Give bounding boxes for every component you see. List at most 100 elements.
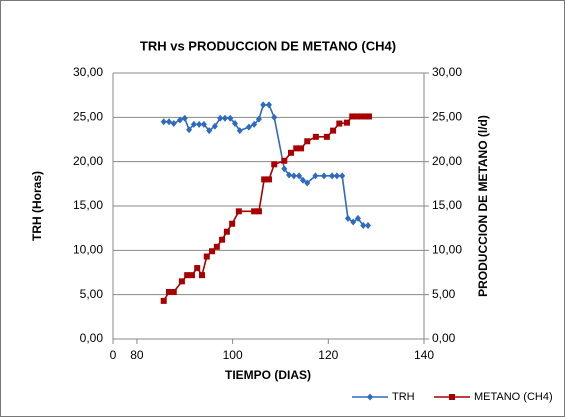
point bbox=[255, 115, 262, 123]
x-tick-label: 0 bbox=[110, 348, 117, 362]
point bbox=[362, 113, 369, 120]
point bbox=[304, 138, 311, 145]
y-tick-label: 5,00 bbox=[80, 287, 104, 301]
point bbox=[236, 127, 243, 135]
point bbox=[365, 113, 372, 120]
point bbox=[160, 118, 167, 126]
point bbox=[304, 179, 311, 187]
point bbox=[221, 114, 228, 122]
y2-tick-label: 30,00 bbox=[432, 65, 462, 79]
point bbox=[255, 208, 262, 215]
y-tick-label: 0,00 bbox=[80, 331, 104, 345]
point bbox=[160, 297, 167, 304]
point bbox=[281, 157, 288, 164]
x-tick-label: 100 bbox=[223, 348, 243, 362]
point bbox=[336, 120, 343, 127]
point bbox=[287, 149, 294, 156]
x-tick-label: 80 bbox=[130, 348, 144, 362]
point bbox=[245, 123, 252, 131]
point bbox=[299, 176, 306, 184]
point bbox=[170, 120, 177, 128]
point bbox=[232, 120, 239, 128]
y2-tick-label: 15,00 bbox=[432, 198, 462, 212]
point bbox=[198, 272, 205, 279]
point bbox=[181, 114, 188, 122]
y2-tick-label: 10,00 bbox=[432, 243, 462, 257]
point bbox=[206, 127, 213, 135]
point bbox=[219, 236, 226, 243]
point bbox=[213, 243, 220, 250]
x-axis-title: TIEMPO (DIAS) bbox=[225, 368, 311, 382]
point bbox=[229, 220, 236, 227]
point bbox=[194, 265, 201, 272]
legend-label: TRH bbox=[392, 391, 415, 403]
y-tick-label: 10,00 bbox=[73, 243, 103, 257]
x-tick-label: 140 bbox=[414, 348, 434, 362]
point bbox=[281, 165, 288, 173]
point bbox=[211, 122, 218, 130]
point bbox=[251, 208, 258, 215]
point bbox=[365, 222, 372, 230]
legend-marker bbox=[367, 393, 373, 401]
point bbox=[344, 214, 351, 222]
point bbox=[196, 120, 203, 128]
point bbox=[217, 114, 224, 122]
point bbox=[339, 172, 346, 180]
point bbox=[251, 120, 258, 128]
y2-tick-label: 20,00 bbox=[432, 154, 462, 168]
point bbox=[203, 253, 210, 260]
point bbox=[286, 171, 293, 179]
point bbox=[349, 113, 356, 120]
legend-marker bbox=[449, 394, 455, 400]
point bbox=[354, 113, 361, 120]
point bbox=[321, 172, 328, 180]
point bbox=[260, 101, 267, 109]
point bbox=[223, 228, 230, 235]
point bbox=[165, 118, 172, 126]
point bbox=[271, 113, 278, 121]
y-tick-label: 20,00 bbox=[73, 154, 103, 168]
point bbox=[290, 172, 297, 180]
point bbox=[188, 272, 195, 279]
point bbox=[333, 172, 340, 180]
point bbox=[271, 161, 278, 168]
point bbox=[227, 114, 234, 122]
point bbox=[358, 113, 365, 120]
point bbox=[293, 145, 300, 152]
point bbox=[360, 222, 367, 230]
y-tick-label: 30,00 bbox=[73, 65, 103, 79]
y2-tick-label: 25,00 bbox=[432, 110, 462, 124]
point bbox=[261, 176, 268, 183]
chart-title: TRH vs PRODUCCION DE METANO (CH4) bbox=[140, 38, 396, 53]
point bbox=[354, 214, 361, 222]
point bbox=[190, 120, 197, 128]
point bbox=[298, 145, 305, 152]
y-tick-label: 15,00 bbox=[73, 198, 103, 212]
y-tick-label: 25,00 bbox=[73, 110, 103, 124]
point bbox=[330, 127, 337, 134]
y-axis-title: TRH (Horas) bbox=[30, 171, 44, 241]
point bbox=[235, 208, 242, 215]
point bbox=[165, 289, 172, 296]
point bbox=[312, 133, 319, 140]
point bbox=[329, 172, 336, 180]
y2-tick-label: 0,00 bbox=[432, 331, 456, 345]
point bbox=[265, 176, 272, 183]
point bbox=[265, 101, 272, 109]
point bbox=[176, 116, 183, 124]
point bbox=[178, 278, 185, 285]
legend-label: METANO (CH4) bbox=[474, 391, 553, 403]
y2-axis-title: PRODUCCION DE METANO (l/d) bbox=[476, 115, 490, 297]
point bbox=[350, 218, 357, 226]
point bbox=[296, 172, 303, 180]
point bbox=[200, 120, 207, 128]
x-tick-label: 120 bbox=[318, 348, 338, 362]
point bbox=[323, 133, 330, 140]
point bbox=[312, 172, 319, 180]
point bbox=[209, 248, 216, 255]
point bbox=[186, 126, 193, 134]
point bbox=[343, 119, 350, 126]
y2-tick-label: 5,00 bbox=[432, 287, 456, 301]
